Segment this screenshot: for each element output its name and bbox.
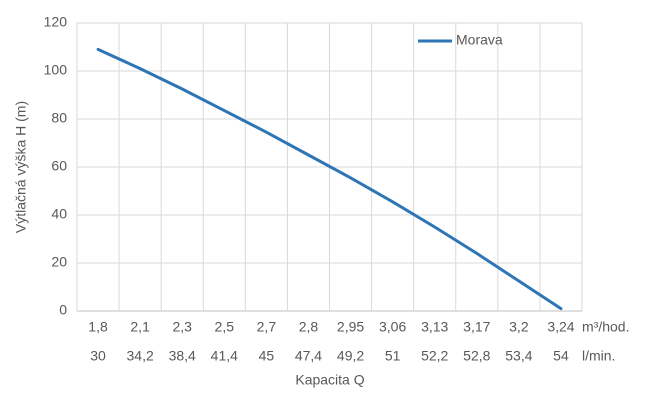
x-tick-label-secondary: 54: [553, 348, 569, 364]
x-tick-label-secondary: 45: [259, 348, 275, 364]
x-axis-title: Kapacita Q: [295, 372, 364, 388]
x-tick-label-secondary: 53,4: [505, 348, 532, 364]
y-tick-label: 40: [51, 206, 67, 222]
x-tick-label-secondary: 52,2: [421, 348, 448, 364]
x-tick-label: 3,17: [463, 319, 490, 335]
y-tick-label: 80: [51, 110, 67, 126]
x-tick-label: 3,2: [509, 319, 529, 335]
x-tick-label: 2,95: [337, 319, 364, 335]
x-tick-label: 2,3: [172, 319, 192, 335]
data-line: [96, 47, 563, 311]
x-tick-label-secondary: 38,4: [169, 348, 196, 364]
legend-label: Morava: [456, 32, 503, 48]
x-tick-label-secondary: 34,2: [127, 348, 154, 364]
x-tick-label: 2,5: [215, 319, 235, 335]
y-tick-label: 120: [44, 14, 68, 30]
x-tick-label: 3,24: [547, 319, 574, 335]
y-tick-label: 60: [51, 158, 67, 174]
x-tick-label-secondary: 51: [385, 348, 401, 364]
x-tick-label: 1,8: [88, 319, 108, 335]
x-unit-label: m³/hod.: [582, 319, 629, 335]
x-tick-label-secondary: 30: [90, 348, 106, 364]
x-unit-label: l/min.: [582, 348, 615, 364]
y-axis-title: Výtlačná výška H (m): [13, 101, 29, 233]
x-tick-label: 2,7: [257, 319, 277, 335]
y-tick-label: 100: [44, 62, 68, 78]
x-tick-label-secondary: 52,8: [463, 348, 490, 364]
x-tick-label-secondary: 41,4: [211, 348, 238, 364]
y-tick-label: 20: [51, 254, 67, 270]
y-tick-label: 0: [59, 302, 67, 318]
x-tick-label: 3,06: [379, 319, 406, 335]
x-tick-label: 2,1: [130, 319, 150, 335]
x-tick-label: 3,13: [421, 319, 448, 335]
x-tick-label: 2,8: [299, 319, 319, 335]
x-tick-label-secondary: 49,2: [337, 348, 364, 364]
x-tick-label-secondary: 47,4: [295, 348, 322, 364]
